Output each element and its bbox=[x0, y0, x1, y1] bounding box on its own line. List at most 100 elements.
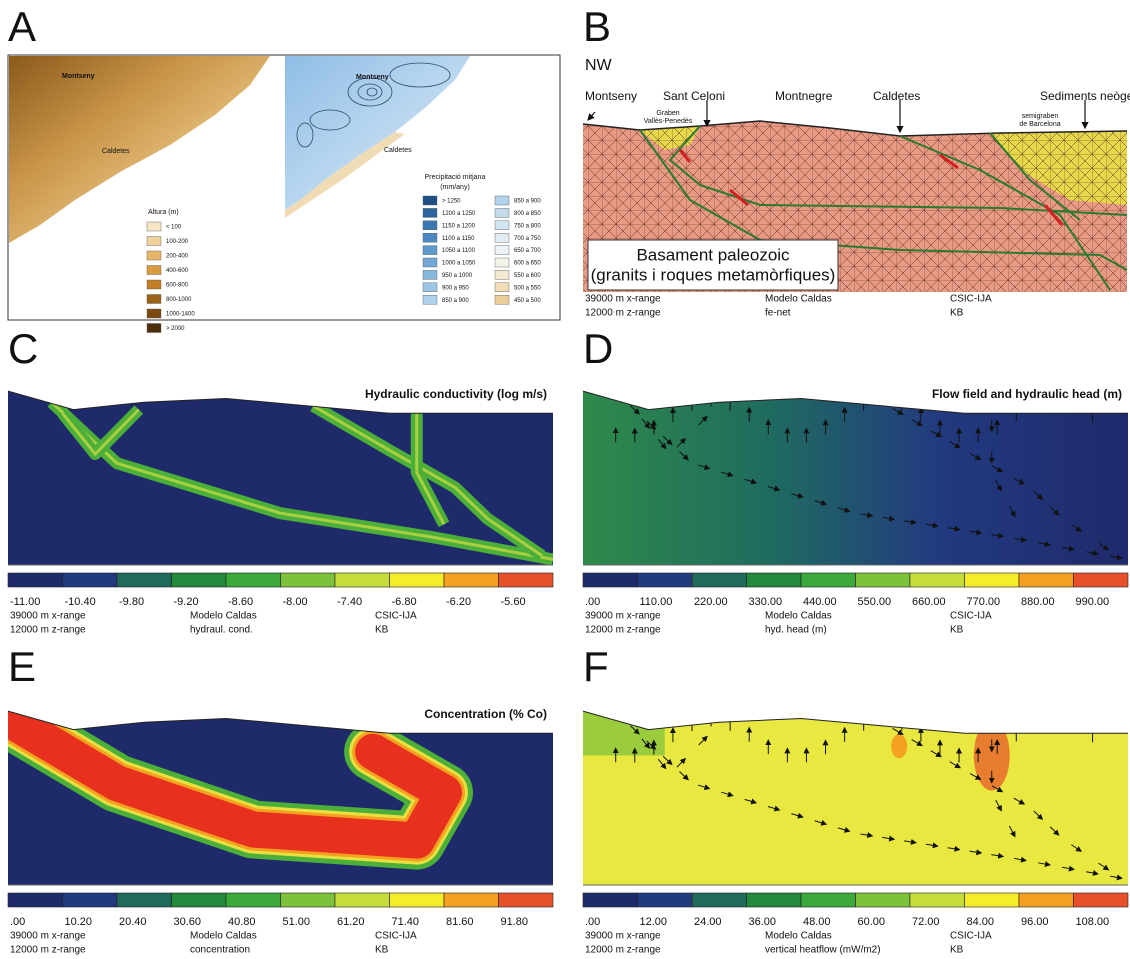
panel-letter: B bbox=[583, 3, 611, 50]
legend-label: 400-600 bbox=[166, 268, 189, 274]
flow-vector bbox=[995, 799, 1002, 812]
flow-vector bbox=[1033, 810, 1044, 821]
colorbar-cell bbox=[389, 572, 445, 588]
panel-letter: C bbox=[8, 325, 38, 372]
footer-text: Modelo Caldas bbox=[190, 931, 257, 942]
coastal-strip bbox=[285, 132, 405, 218]
map-label: Caldetes bbox=[384, 147, 412, 154]
cool-zone bbox=[583, 711, 665, 756]
section-bg bbox=[583, 711, 1128, 885]
place-label: Sediments neògens bbox=[1040, 89, 1130, 103]
footer-text: Modelo Caldas bbox=[765, 931, 832, 942]
section-label: Basament paleozoic bbox=[636, 245, 790, 264]
scale-label: 48.00 bbox=[803, 916, 831, 928]
scale-label: 330.00 bbox=[749, 596, 783, 608]
colorbar-cell bbox=[7, 892, 63, 908]
scale-label: 30.60 bbox=[174, 916, 202, 928]
colorbar-cell bbox=[280, 892, 336, 908]
legend-swatch bbox=[146, 236, 162, 246]
legend-swatch bbox=[422, 195, 438, 206]
place-label: Caldetes bbox=[873, 89, 920, 103]
flow-vector bbox=[1098, 542, 1110, 551]
flow-vector bbox=[882, 835, 896, 842]
flow-vector bbox=[911, 739, 923, 747]
elevation-land bbox=[9, 56, 270, 243]
fault bbox=[668, 125, 1128, 216]
flow-vector bbox=[1038, 541, 1051, 548]
legend-swatch bbox=[494, 195, 510, 206]
scale-label: 60.00 bbox=[858, 916, 886, 928]
section-label: Graben bbox=[656, 110, 679, 117]
legend-label: 750 a 800 bbox=[514, 223, 541, 229]
scale-label: 108.00 bbox=[1076, 916, 1110, 928]
flow-vector bbox=[662, 755, 673, 766]
flow-vector bbox=[767, 485, 781, 492]
legend-label: 600 a 650 bbox=[514, 261, 541, 267]
flow-vector bbox=[676, 437, 687, 448]
flow-vector bbox=[1033, 490, 1044, 501]
pointer-arrow bbox=[587, 111, 596, 121]
colorbar-cell bbox=[691, 572, 747, 588]
flow-vector bbox=[837, 827, 851, 833]
scale-label: 84.00 bbox=[967, 916, 995, 928]
colorbar-cell bbox=[855, 572, 911, 588]
scale-label: 10.20 bbox=[65, 916, 93, 928]
flow-vector bbox=[641, 418, 651, 429]
scale-label: -11.00 bbox=[10, 596, 40, 608]
fracture-core bbox=[312, 404, 543, 557]
colorbar-cell bbox=[746, 572, 802, 588]
flow-vector bbox=[903, 838, 917, 845]
colorbar-cell bbox=[171, 572, 227, 588]
footer-text: 39000 m x-range bbox=[585, 294, 661, 305]
scale-label: 990.00 bbox=[1076, 596, 1110, 608]
legend-label: 850 a 900 bbox=[442, 298, 469, 304]
panel-letter: E bbox=[8, 643, 36, 690]
flow-vector bbox=[697, 464, 711, 470]
scale-label: -10.40 bbox=[65, 596, 96, 608]
flow-vector bbox=[930, 750, 942, 758]
legend-swatch bbox=[494, 295, 510, 305]
colorbar-cell bbox=[964, 892, 1020, 908]
flow-vector bbox=[814, 819, 828, 826]
flow-vector bbox=[1062, 865, 1075, 872]
legend-label: 850 a 900 bbox=[514, 199, 541, 205]
legend-title: Precipitació mitjana bbox=[425, 174, 486, 181]
legend-swatch bbox=[422, 220, 438, 231]
flow-vector bbox=[1110, 554, 1123, 561]
scale-label: 91.80 bbox=[501, 916, 529, 928]
flow-vector bbox=[991, 785, 1004, 793]
section-label: (granits i roques metamòrfiques) bbox=[591, 265, 836, 284]
footer-text: CSIC-IJA bbox=[950, 611, 992, 622]
legend-label: 1150 a 1200 bbox=[442, 223, 476, 229]
legend-swatch bbox=[494, 208, 510, 218]
legend-label: 700 a 750 bbox=[514, 236, 541, 242]
scale-label: -6.20 bbox=[446, 596, 471, 608]
flow-vector bbox=[969, 773, 982, 780]
legend-swatch bbox=[422, 270, 438, 280]
scale-label: 51.00 bbox=[283, 916, 311, 928]
legend-swatch bbox=[146, 279, 162, 290]
section-label: semigraben bbox=[1022, 113, 1059, 120]
colorbar-cell bbox=[7, 572, 63, 588]
contour bbox=[309, 109, 351, 131]
colorbar-cell bbox=[443, 572, 499, 588]
plot-title: Hydraulic conductivity (log m/s) bbox=[365, 387, 547, 401]
legend-label: < 100 bbox=[166, 225, 182, 231]
flow-vector bbox=[991, 532, 1005, 539]
colorbar-cell bbox=[1073, 572, 1129, 588]
legend-swatch bbox=[146, 250, 162, 261]
flow-vector bbox=[1070, 524, 1083, 532]
legend-swatch bbox=[422, 257, 438, 268]
scale-label: 81.60 bbox=[446, 916, 474, 928]
section-plot bbox=[583, 391, 1128, 565]
flow-vector bbox=[744, 478, 758, 485]
legend-label: 450 a 500 bbox=[514, 298, 541, 304]
panel-letter: A bbox=[8, 3, 36, 50]
flow-vector bbox=[657, 758, 667, 770]
colorbar-cell bbox=[443, 892, 499, 908]
section-label: Vallès-Penedès bbox=[644, 118, 693, 125]
legend-label: 1200 a 1250 bbox=[442, 211, 476, 217]
colorbar-cell bbox=[334, 572, 390, 588]
colorbar-cell bbox=[62, 892, 118, 908]
